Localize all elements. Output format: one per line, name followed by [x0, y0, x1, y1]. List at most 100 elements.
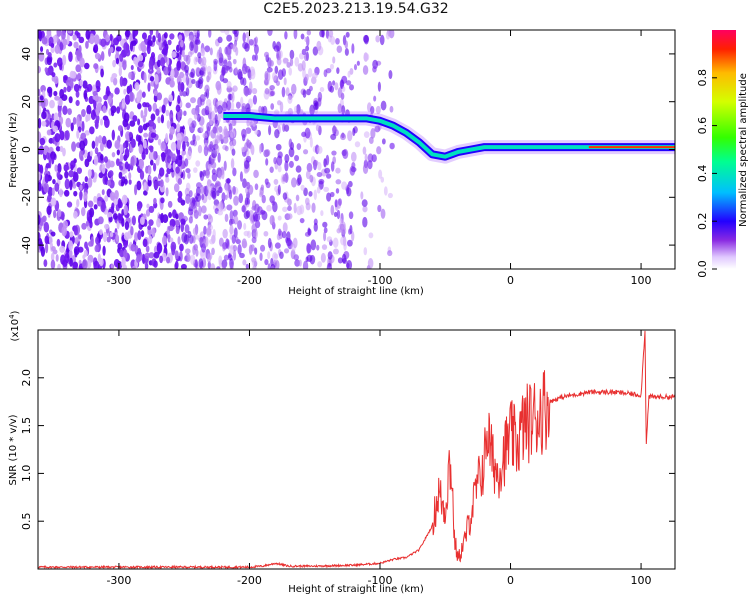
spectrogram-noise-cell: [69, 78, 74, 89]
spectrogram-noise-cell: [197, 144, 203, 154]
snr-plot-area: [38, 330, 675, 569]
spectrogram-noise-cell: [194, 43, 198, 53]
spectrogram-noise-cell: [267, 30, 273, 37]
spectrogram-noise-cell: [132, 265, 137, 269]
spectrogram-noise-cell: [304, 73, 309, 82]
spectrogram-noise-cell: [241, 205, 246, 213]
snr-frame: [37, 329, 676, 570]
spectrogram-noise-cell: [152, 35, 156, 43]
spectrogram-noise-cell: [237, 220, 242, 230]
spectrogram-noise-cell: [254, 183, 259, 191]
spectrogram-noise-cell: [336, 67, 340, 74]
spectrogram-noise-cell: [305, 45, 310, 52]
spectrogram-noise-cell: [377, 204, 382, 213]
spectrogram-noise-cell: [156, 67, 161, 74]
spectrogram-noise-cell: [157, 116, 161, 124]
spectrogram-noise-cell: [209, 118, 213, 126]
spectrogram-noise-cell: [325, 173, 332, 179]
spectrogram-noise-cell: [148, 252, 155, 259]
spectrogram-noise-cell: [168, 163, 172, 170]
spectrogram-noise-cell: [79, 190, 83, 201]
spectrogram-noise-cell: [54, 44, 61, 55]
spectrogram-noise-cell: [124, 147, 130, 159]
spectrogram-noise-cell: [288, 138, 293, 149]
spectrogram-noise-cell: [207, 71, 212, 81]
spectrogram-noise-cell: [332, 80, 336, 86]
spectrogram-noise-cell: [131, 40, 137, 47]
spectrogram-noise-cell: [276, 57, 282, 66]
spectrogram-noise-cell: [231, 234, 236, 244]
spectrogram-noise-cell: [53, 75, 59, 85]
spectrogram-noise-cell: [264, 70, 269, 81]
spectrogram-noise-cell: [160, 114, 165, 124]
spectrogram-noise-cell: [344, 48, 349, 56]
spectrogram-noise-cell: [97, 253, 101, 263]
spectrogram-noise-cell: [189, 71, 195, 78]
spectrogram-noise-cell: [227, 93, 233, 101]
spectrogram-noise-cell: [336, 45, 343, 54]
spectrogram-noise-cell: [133, 30, 139, 36]
spectrogram-noise-cell: [112, 59, 117, 68]
spectrogram-noise-cell: [178, 155, 183, 161]
spectrogram-noise-cell: [48, 88, 53, 98]
spectrogram-noise-cell: [277, 100, 282, 106]
colorbar-tick-label: 0.6: [696, 117, 709, 135]
spectrogram-noise-cell: [373, 95, 377, 102]
spectrogram-noise-cell: [52, 125, 59, 133]
spectrogram-noise-cell: [362, 146, 367, 155]
spectrogram-noise-cell: [73, 190, 78, 197]
spectrogram-noise-cell: [211, 168, 217, 175]
colorbar-tick-label: 0.8: [696, 69, 709, 87]
spectrogram-noise-cell: [217, 152, 221, 163]
spectrogram-noise-cell: [81, 108, 86, 118]
spectrogram-noise-cell: [311, 202, 316, 213]
spectrogram-noise-cell: [308, 67, 313, 78]
spectrogram-noise-cell: [341, 105, 346, 115]
spectrogram-noise-cell: [326, 236, 333, 243]
spectrogram-noise-cell: [348, 211, 354, 220]
spectrogram-noise-cell: [67, 30, 73, 34]
spectrogram-noise-cell: [165, 109, 170, 117]
colorbar-label: Normalized spectral amplitude: [738, 73, 749, 227]
snr-x-tick-label: -200: [237, 574, 262, 587]
spectrogram-noise-cell: [110, 263, 114, 269]
spectrogram-noise-cell: [93, 195, 97, 203]
spectrogram-noise-cell: [242, 32, 246, 43]
spectrogram-noise-cell: [312, 46, 319, 56]
spectrogram-noise-cell: [47, 194, 52, 203]
spectrogram-noise-cell: [183, 234, 190, 245]
spectrogram-noise-cell: [380, 176, 385, 183]
colorbar-gradient: [712, 30, 736, 269]
spectrogram-noise-cell: [124, 30, 131, 38]
spectrogram-noise-cell: [276, 155, 283, 166]
spectrogram-noise-cell: [137, 118, 141, 126]
spectrogram-noise-cell: [245, 210, 251, 218]
spectrogram-noise-cell: [323, 186, 330, 192]
spectrogram-noise-cell: [209, 238, 215, 245]
spectrogram-noise-cell: [158, 167, 165, 177]
spectrogram-noise-cell: [299, 217, 305, 224]
spectrogram-noise-cell: [92, 176, 97, 183]
spectrogram-noise-cell: [291, 83, 297, 95]
spectrogram-noise-cell: [166, 167, 172, 175]
spectrogram-noise-cell: [189, 41, 194, 52]
spectrogram-noise-cell: [199, 170, 203, 178]
spectrogram-noise-cell: [139, 158, 145, 170]
spectrogram-noise-cell: [153, 251, 160, 259]
spectrogram-noise-cell: [250, 68, 256, 80]
spectrogram-noise-cell: [361, 199, 368, 207]
spectrogram-noise-cell: [362, 205, 368, 213]
spectrogram-noise-cell: [345, 80, 352, 86]
spectrogram-noise-cell: [89, 150, 93, 157]
spectrogram-noise-cell: [109, 46, 114, 53]
spectrogram-noise-cell: [168, 225, 174, 232]
spectrogram-noise-cell: [339, 218, 343, 225]
spectrogram-noise-cell: [124, 94, 131, 105]
spectrogram-noise-cell: [103, 156, 109, 163]
spectrogram-noise-cell: [232, 85, 238, 92]
spectrogram-noise-cell: [49, 99, 55, 109]
spectrogram-noise-cell: [216, 84, 222, 95]
spectrogram-noise-cell: [288, 67, 293, 76]
spectrogram-noise-cell: [175, 226, 180, 235]
spectrogram-noise-cell: [342, 148, 349, 160]
